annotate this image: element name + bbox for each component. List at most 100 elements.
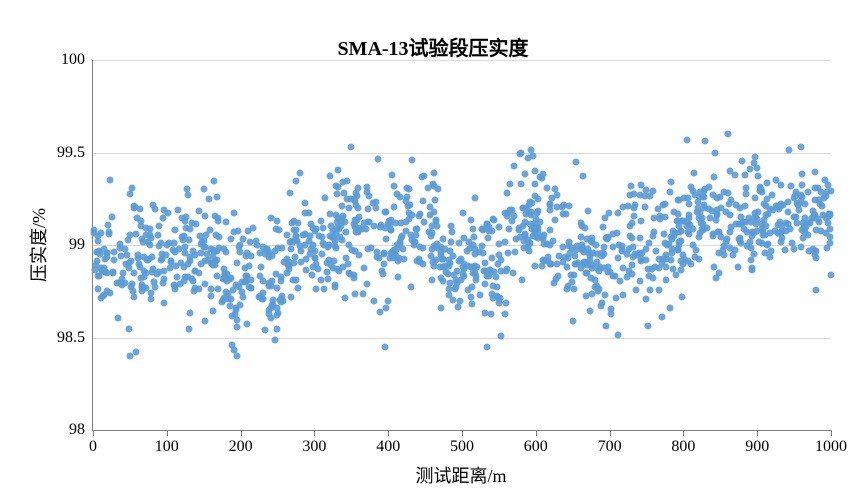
data-point bbox=[224, 270, 231, 277]
data-point bbox=[274, 245, 281, 252]
data-point bbox=[106, 231, 113, 238]
data-point bbox=[355, 204, 362, 211]
data-point bbox=[824, 182, 831, 189]
data-point bbox=[310, 242, 317, 249]
data-point bbox=[301, 199, 308, 206]
data-point bbox=[553, 192, 560, 199]
data-point bbox=[614, 210, 621, 217]
data-point bbox=[720, 252, 727, 259]
data-point bbox=[336, 268, 343, 275]
data-point bbox=[187, 310, 194, 317]
data-point bbox=[751, 250, 758, 257]
data-point bbox=[747, 244, 754, 251]
data-point bbox=[334, 191, 341, 198]
data-point bbox=[324, 259, 331, 266]
data-point bbox=[686, 211, 693, 218]
data-point bbox=[355, 228, 362, 235]
data-point bbox=[671, 208, 678, 215]
data-point bbox=[388, 171, 395, 178]
data-point bbox=[763, 180, 770, 187]
data-point bbox=[710, 174, 717, 181]
data-point bbox=[799, 235, 806, 242]
data-point bbox=[748, 257, 755, 264]
data-point bbox=[636, 278, 643, 285]
data-point bbox=[569, 278, 576, 285]
data-point bbox=[614, 332, 621, 339]
data-point bbox=[775, 204, 782, 211]
data-point bbox=[337, 233, 344, 240]
data-point bbox=[593, 282, 600, 289]
data-point bbox=[816, 200, 823, 207]
data-point bbox=[178, 234, 185, 241]
data-point bbox=[570, 318, 577, 325]
data-point bbox=[228, 235, 235, 242]
data-point bbox=[380, 260, 387, 267]
data-point bbox=[215, 218, 222, 225]
data-point bbox=[616, 278, 623, 285]
data-point bbox=[131, 269, 138, 276]
data-point bbox=[168, 258, 175, 265]
data-point bbox=[506, 225, 513, 232]
data-point bbox=[765, 210, 772, 217]
data-point bbox=[206, 195, 213, 202]
data-point bbox=[147, 242, 154, 249]
data-point bbox=[355, 252, 362, 259]
data-point bbox=[267, 282, 274, 289]
data-point bbox=[636, 235, 643, 242]
data-point bbox=[604, 235, 611, 242]
data-point bbox=[827, 272, 834, 279]
data-point bbox=[532, 168, 539, 175]
data-point bbox=[700, 193, 707, 200]
x-tick-label: 300 bbox=[302, 438, 326, 456]
data-point bbox=[261, 250, 268, 257]
data-point bbox=[149, 265, 156, 272]
data-point bbox=[375, 155, 382, 162]
data-point bbox=[108, 214, 115, 221]
data-point bbox=[247, 239, 254, 246]
data-point bbox=[752, 195, 759, 202]
data-point bbox=[109, 269, 116, 276]
data-point bbox=[320, 225, 327, 232]
data-point bbox=[812, 184, 819, 191]
data-point bbox=[163, 252, 170, 259]
data-point bbox=[396, 238, 403, 245]
data-point bbox=[236, 302, 243, 309]
data-point bbox=[463, 247, 470, 254]
data-point bbox=[550, 237, 557, 244]
x-tick-label: 800 bbox=[671, 438, 695, 456]
data-point bbox=[290, 276, 297, 283]
data-point bbox=[584, 208, 591, 215]
data-point bbox=[578, 222, 585, 229]
data-point bbox=[811, 169, 818, 176]
data-point bbox=[318, 218, 325, 225]
data-point bbox=[487, 310, 494, 317]
data-point bbox=[385, 217, 392, 224]
data-point bbox=[696, 255, 703, 262]
data-point bbox=[785, 146, 792, 153]
x-tick bbox=[610, 430, 611, 436]
data-point bbox=[521, 171, 528, 178]
data-point bbox=[481, 260, 488, 267]
data-point bbox=[420, 218, 427, 225]
data-point bbox=[439, 236, 446, 243]
data-point bbox=[327, 173, 334, 180]
data-point bbox=[376, 308, 383, 315]
data-point bbox=[303, 266, 310, 273]
data-point bbox=[154, 232, 161, 239]
data-point bbox=[628, 219, 635, 226]
x-tick bbox=[314, 430, 315, 436]
data-point bbox=[714, 194, 721, 201]
data-point bbox=[438, 274, 445, 281]
data-point bbox=[791, 195, 798, 202]
data-point bbox=[430, 208, 437, 215]
data-point bbox=[209, 307, 216, 314]
data-point bbox=[451, 272, 458, 279]
data-point bbox=[135, 261, 142, 268]
data-point bbox=[339, 202, 346, 209]
data-point bbox=[546, 200, 553, 207]
data-point bbox=[266, 311, 273, 318]
data-point bbox=[342, 295, 349, 302]
data-point bbox=[511, 163, 518, 170]
data-point bbox=[612, 294, 619, 301]
data-point bbox=[164, 242, 171, 249]
